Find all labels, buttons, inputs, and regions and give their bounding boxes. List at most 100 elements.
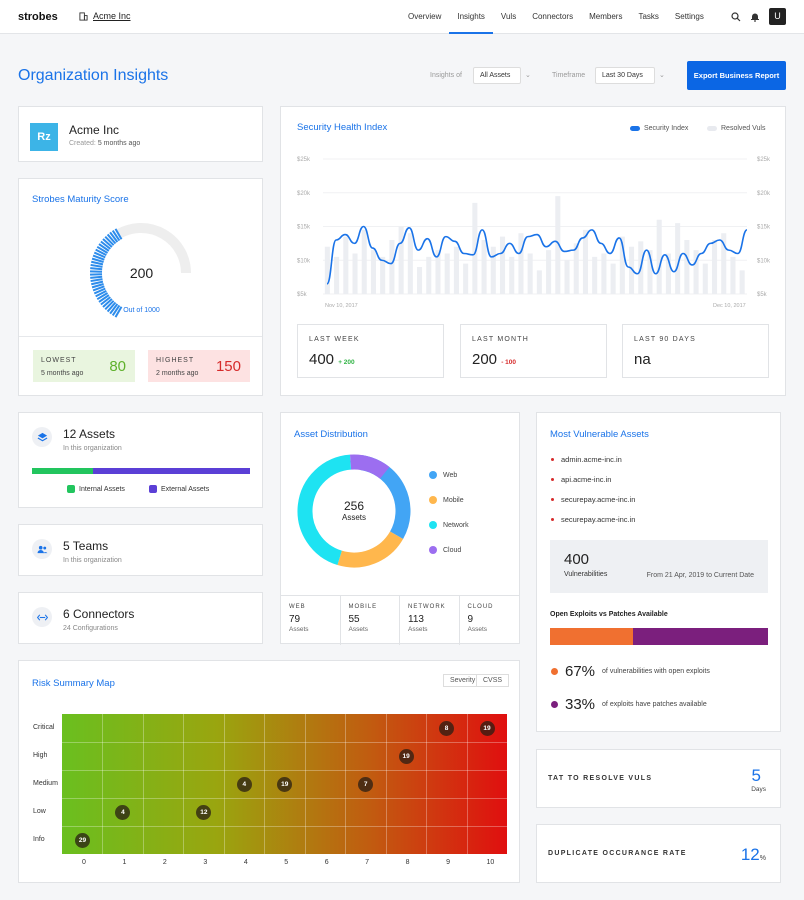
distribution-cell-network: NETWORK 113 Assets: [400, 596, 460, 645]
resolved-bar: [499, 236, 506, 294]
resolved-bar: [370, 250, 376, 294]
risk-count-bubble[interactable]: 12: [196, 804, 212, 820]
cvss-toggle[interactable]: CVSS: [476, 674, 510, 687]
resolved-bar: [509, 256, 515, 294]
risk-count-bubble[interactable]: 4: [236, 776, 252, 792]
vuln-range: From 21 Apr, 2019 to Current Date: [646, 572, 754, 579]
cell-label: CLOUD: [467, 604, 494, 610]
nav-menu: Overview Insights Vuls Connectors Members Tas…: [400, 0, 712, 34]
legend-cloud: Cloud: [429, 546, 461, 554]
resolved-bar: [361, 229, 367, 294]
legend-security-index: Security Index: [630, 125, 688, 132]
nav-insights[interactable]: Insights: [449, 0, 493, 34]
tat-value: 5: [751, 766, 761, 785]
gauge-tick: [91, 280, 104, 286]
donut-slice-network[interactable]: [297, 454, 352, 566]
risk-count-bubble[interactable]: 8: [439, 720, 455, 736]
heat-grid-v: [426, 714, 428, 854]
risk-count-bubble[interactable]: 19: [398, 748, 414, 764]
risk-count-bubble[interactable]: 4: [115, 804, 131, 820]
dup-rate-value: 12%: [740, 845, 766, 864]
team-icon: [32, 539, 52, 559]
assets-card[interactable]: 12 Assets In this organization Internal …: [18, 412, 263, 508]
search-icon[interactable]: [731, 11, 741, 22]
gauge-tick: [93, 287, 106, 295]
nav-connectors[interactable]: Connectors: [532, 12, 574, 21]
health-title: Security Health Index: [297, 122, 388, 133]
last-90-label: LAST 90 DAYS: [634, 336, 696, 343]
highest-value: 150: [215, 358, 241, 375]
distribution-cell-web: WEB 79 Assets: [281, 596, 341, 645]
vulnerable-asset-item[interactable]: api.acme-inc.in: [551, 475, 611, 484]
y-tick-left: $15k: [297, 225, 311, 231]
gauge-tick: [91, 257, 104, 263]
legend-network: Network: [429, 521, 469, 529]
distribution-card: Asset Distribution 256 Assets Web Mobile N…: [280, 412, 520, 645]
gauge-tick: [96, 245, 109, 254]
nav-tasks[interactable]: Tasks: [638, 12, 659, 21]
resolved-bar: [536, 270, 542, 294]
col-label: 8: [405, 859, 410, 866]
page-title: Organization Insights: [18, 67, 169, 84]
last-month-box: LAST MONTH 200 - 100: [460, 324, 607, 378]
legend-mobile: Mobile: [429, 496, 464, 504]
risk-map-title: Risk Summary Map: [32, 678, 115, 689]
gauge-tick: [114, 228, 123, 240]
distribution-cell-mobile: MOBILE 55 Assets: [341, 596, 400, 645]
donut-slice-cloud[interactable]: [350, 454, 390, 479]
vulnerable-asset-item[interactable]: securepay.acme-inc.in: [551, 495, 635, 504]
last-90-value: na: [634, 351, 651, 368]
resolved-bar: [693, 250, 699, 294]
org-created: Created: 5 months ago: [69, 140, 141, 147]
col-label: 6: [324, 859, 329, 866]
nav-vuls[interactable]: Vuls: [500, 12, 517, 21]
lowest-label: LOWEST: [41, 357, 77, 364]
heat-grid-v: [345, 714, 347, 854]
risk-count-bubble[interactable]: 19: [479, 720, 495, 736]
col-label: 10: [486, 859, 495, 866]
chevron-down-icon[interactable]: ⌄: [659, 72, 665, 79]
export-report-button[interactable]: Export Business Report: [687, 61, 786, 90]
row-label-low: Low: [33, 808, 46, 815]
cell-sub: Assets: [408, 626, 428, 633]
distribution-cells: WEB 79 Assets MOBILE 55 Assets NETWORK 113 Asset…: [281, 595, 519, 645]
vulnerable-asset-item[interactable]: securepay.acme-inc.in: [551, 515, 635, 524]
nav-overview[interactable]: Overview: [408, 12, 442, 21]
last-month-value: 200 - 100: [472, 351, 517, 368]
logo[interactable]: strobes: [18, 11, 58, 23]
resolved-bar: [739, 270, 745, 294]
org-switcher[interactable]: Acme Inc: [79, 11, 131, 21]
risk-count-bubble[interactable]: 29: [75, 832, 90, 848]
donut-slice-mobile[interactable]: [337, 531, 404, 568]
risk-count-bubble[interactable]: 7: [358, 776, 374, 792]
maturity-gauge: [89, 223, 191, 318]
user-avatar[interactable]: U: [769, 8, 786, 25]
dup-rate-label: DUPLICATE OCCURANCE RATE: [548, 850, 687, 857]
gauge-tick: [109, 303, 119, 315]
gauge-tick: [91, 283, 104, 289]
row-label-high: High: [33, 752, 48, 759]
resolved-bar: [444, 253, 450, 294]
maturity-out-of: Out of 1000: [123, 307, 160, 314]
col-label: 0: [82, 859, 86, 866]
building-icon: [79, 11, 88, 21]
gauge-tick: [104, 300, 115, 311]
org-badge: Rz: [30, 123, 58, 151]
col-label: 9: [446, 859, 450, 866]
nav-members[interactable]: Members: [589, 12, 623, 21]
maturity-card: Strobes Maturity Score 200 Out of 1000 L…: [18, 178, 263, 396]
vulnerable-asset-item[interactable]: admin.acme-inc.in: [551, 455, 622, 464]
bell-icon[interactable]: [750, 12, 760, 22]
teams-card[interactable]: 5 Teams In this organization: [18, 524, 263, 576]
risk-count-bubble[interactable]: 19: [277, 776, 293, 792]
last-week-label: LAST WEEK: [309, 336, 360, 343]
resolved-bar: [435, 250, 441, 294]
org-name: Acme Inc: [69, 123, 120, 137]
insights-of-select[interactable]: All Assets: [473, 67, 521, 84]
maturity-title: Strobes Maturity Score: [32, 194, 129, 205]
connectors-card[interactable]: 6 Connectors 24 Configurations: [18, 592, 263, 644]
chevron-down-icon[interactable]: ⌄: [525, 72, 531, 79]
resolved-bar: [592, 256, 598, 294]
nav-settings[interactable]: Settings: [674, 12, 704, 21]
timeframe-select[interactable]: Last 30 Days: [595, 67, 655, 84]
